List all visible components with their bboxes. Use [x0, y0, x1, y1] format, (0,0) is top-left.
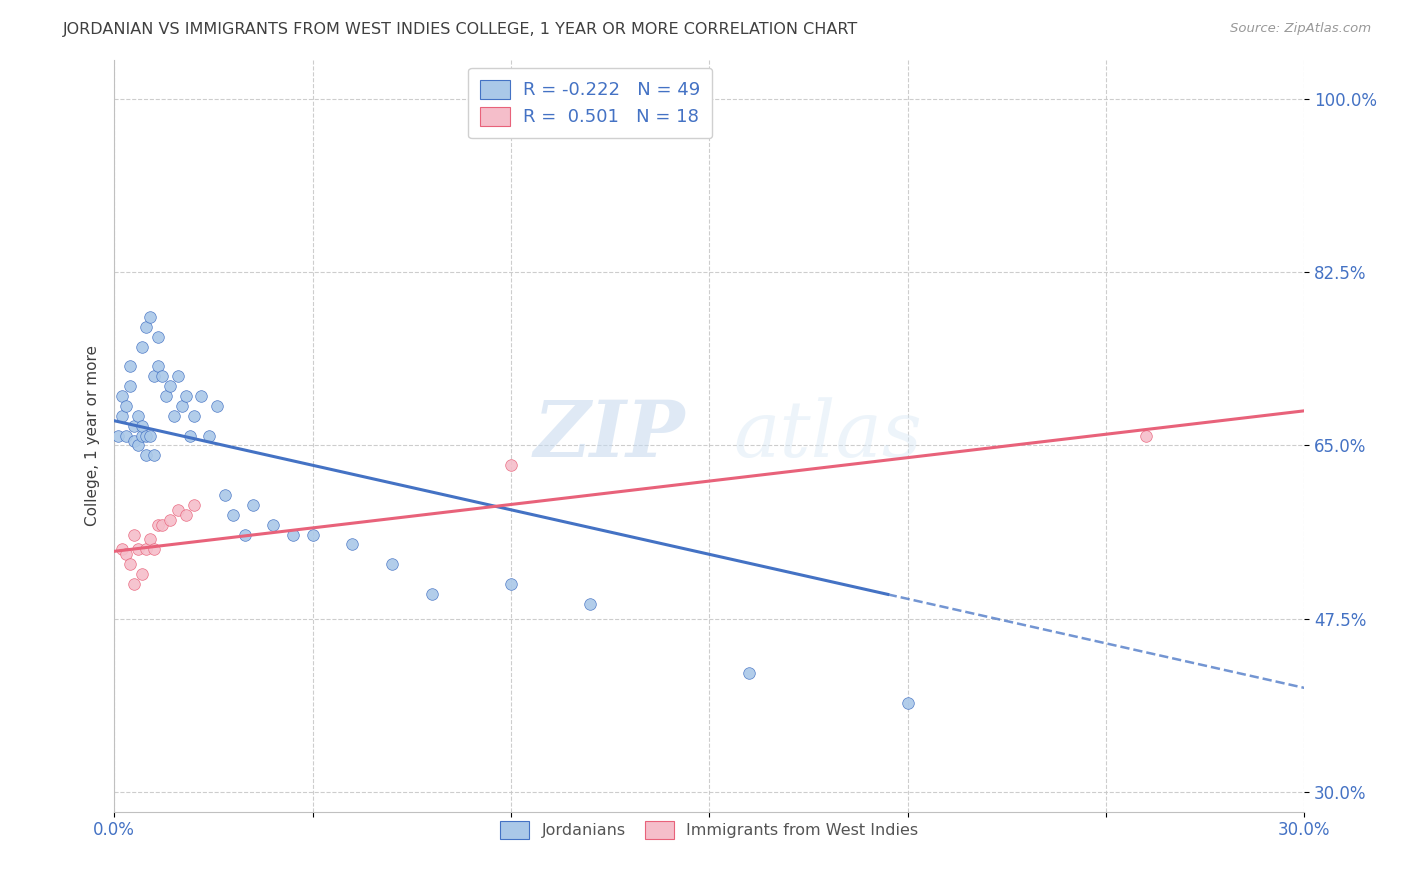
Point: [107, 428, 129, 442]
Point: [111, 409, 134, 423]
Point: [190, 389, 212, 403]
Point: [301, 527, 323, 541]
Point: [142, 448, 165, 462]
Point: [281, 527, 304, 541]
Point: [222, 508, 245, 522]
Point: [420, 587, 443, 601]
Point: [120, 359, 142, 374]
Point: [111, 389, 134, 403]
Point: [242, 498, 264, 512]
Point: [115, 428, 138, 442]
Point: [233, 527, 256, 541]
Point: [131, 339, 153, 353]
Point: [139, 310, 162, 324]
Point: [499, 458, 522, 473]
Point: [579, 597, 602, 611]
Point: [214, 488, 236, 502]
Point: [120, 557, 142, 571]
Point: [183, 498, 205, 512]
Point: [131, 418, 153, 433]
Point: [896, 696, 918, 710]
Point: [120, 379, 142, 393]
Point: [135, 428, 157, 442]
Point: [135, 542, 157, 557]
Point: [142, 369, 165, 384]
Point: [146, 329, 169, 343]
Y-axis label: College, 1 year or more: College, 1 year or more: [86, 345, 100, 526]
Point: [122, 434, 145, 448]
Point: [499, 577, 522, 591]
Point: [122, 527, 145, 541]
Point: [150, 369, 173, 384]
Text: atlas: atlas: [733, 398, 922, 474]
Point: [1135, 428, 1157, 442]
Point: [139, 428, 162, 442]
Point: [163, 409, 186, 423]
Point: [111, 542, 134, 557]
Point: [159, 379, 181, 393]
Point: [122, 418, 145, 433]
Point: [159, 513, 181, 527]
Point: [127, 438, 149, 452]
Point: [166, 369, 188, 384]
Text: Source: ZipAtlas.com: Source: ZipAtlas.com: [1230, 22, 1371, 36]
Point: [155, 389, 177, 403]
Point: [127, 409, 149, 423]
Point: [139, 533, 162, 547]
Point: [198, 428, 221, 442]
Point: [135, 448, 157, 462]
Point: [738, 666, 761, 681]
Point: [122, 577, 145, 591]
Text: JORDANIAN VS IMMIGRANTS FROM WEST INDIES COLLEGE, 1 YEAR OR MORE CORRELATION CHA: JORDANIAN VS IMMIGRANTS FROM WEST INDIES…: [63, 22, 859, 37]
Point: [262, 517, 284, 532]
Point: [127, 542, 149, 557]
Point: [166, 502, 188, 516]
Point: [179, 428, 201, 442]
Legend: Jordanians, Immigrants from West Indies: Jordanians, Immigrants from West Indies: [494, 814, 925, 845]
Point: [135, 319, 157, 334]
Point: [381, 557, 404, 571]
Point: [207, 399, 229, 413]
Point: [142, 542, 165, 557]
Point: [340, 537, 363, 551]
Text: ZIP: ZIP: [534, 397, 685, 474]
Point: [146, 359, 169, 374]
Point: [150, 517, 173, 532]
Point: [174, 508, 197, 522]
Point: [174, 389, 197, 403]
Point: [131, 567, 153, 582]
Point: [170, 399, 193, 413]
Point: [183, 409, 205, 423]
Point: [131, 428, 153, 442]
Point: [146, 517, 169, 532]
Point: [115, 399, 138, 413]
Point: [115, 547, 138, 561]
